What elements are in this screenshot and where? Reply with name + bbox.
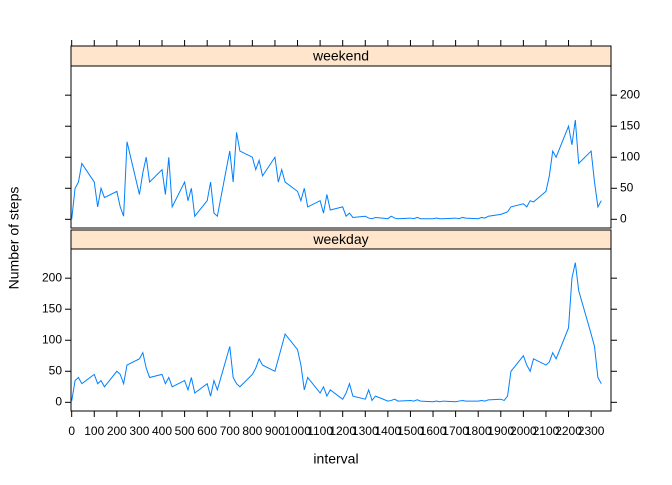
- series-line: [71, 119, 602, 220]
- y-axis-title: Number of steps: [6, 187, 22, 290]
- x-tick-label: 1700: [442, 424, 469, 438]
- y-tick-label: 50: [620, 180, 634, 194]
- x-tick-label: 1400: [375, 424, 402, 438]
- x-tick-label: 1200: [329, 424, 356, 438]
- x-tick-label: 2000: [510, 424, 537, 438]
- x-tick-label: 500: [175, 424, 195, 438]
- y-tick-label: 150: [620, 118, 640, 132]
- y-tick-label: 100: [620, 149, 640, 163]
- panel: [70, 248, 612, 412]
- x-tick-label: 1800: [465, 424, 492, 438]
- x-tick-label: 700: [220, 424, 240, 438]
- x-tick-label: 300: [129, 424, 149, 438]
- x-tick-label: 800: [242, 424, 262, 438]
- panel: [70, 65, 612, 229]
- y-tick-label: 0: [620, 211, 627, 225]
- x-tick-label: 2200: [555, 424, 582, 438]
- x-tick-label: 1000: [284, 424, 311, 438]
- strip-label: weekend: [312, 48, 369, 64]
- y-tick-label: 0: [55, 394, 62, 408]
- x-tick-label: 2100: [533, 424, 560, 438]
- x-tick-label: 1100: [307, 424, 333, 438]
- y-tick-label: 50: [49, 363, 63, 377]
- x-tick-label: 100: [84, 424, 104, 438]
- x-tick-label: 400: [152, 424, 172, 438]
- x-tick-label: 2300: [578, 424, 605, 438]
- y-tick-label: 200: [42, 270, 62, 284]
- x-tick-label: 200: [107, 424, 127, 438]
- y-tick-label: 100: [42, 332, 62, 346]
- x-tick-label: 900: [265, 424, 285, 438]
- x-tick-label: 1500: [397, 424, 424, 438]
- x-tick-label: 0: [68, 424, 75, 438]
- strip-label: weekday: [312, 231, 368, 247]
- x-tick-label: 600: [197, 424, 217, 438]
- x-tick-label: 1300: [352, 424, 379, 438]
- x-tick-label: 1600: [420, 424, 447, 438]
- x-axis-title: interval: [313, 451, 358, 467]
- series-line: [71, 262, 602, 403]
- y-tick-label: 150: [42, 301, 62, 315]
- x-tick-label: 1900: [487, 424, 514, 438]
- y-tick-label: 200: [620, 87, 640, 101]
